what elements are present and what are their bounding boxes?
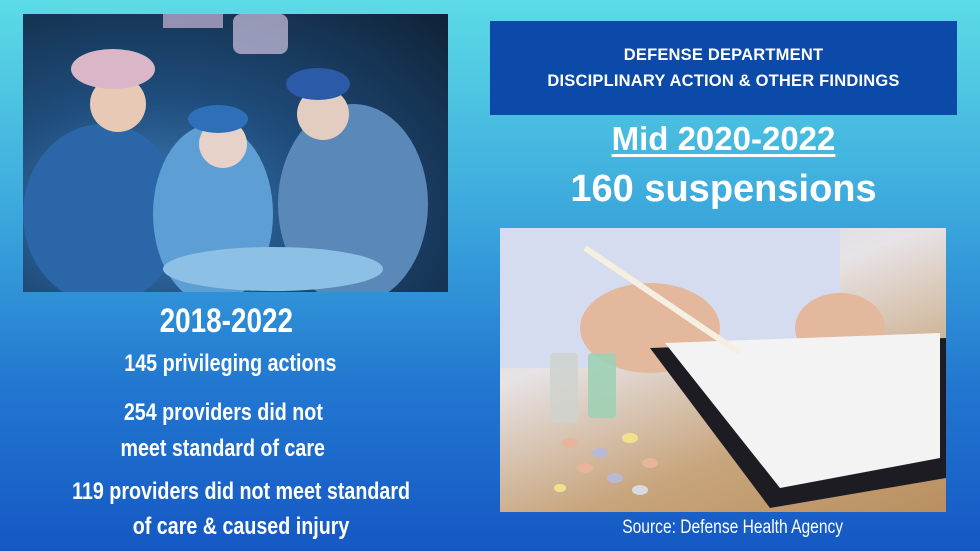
stat-standard-of-care-line1: 254 providers did not <box>123 399 323 426</box>
suspensions-headline: 160 suspensions <box>570 168 877 210</box>
stat-caused-injury-line2: of care & caused injury <box>132 513 350 540</box>
right-period-heading: Mid 2020-2022 <box>611 120 836 157</box>
prescription-photo-illustration <box>500 228 946 508</box>
left-period-text: 2018-2022 <box>159 302 293 340</box>
stat-caused-injury: 119 providers did not meet standard of c… <box>0 474 482 544</box>
stat-standard-of-care: 254 providers did not meet standard of c… <box>0 395 446 467</box>
title-banner: DEFENSE DEPARTMENT DISCIPLINARY ACTION &… <box>490 21 957 115</box>
stat-standard-of-care-line2: meet standard of care <box>120 435 326 462</box>
surgery-photo-illustration <box>23 14 428 292</box>
source-credit: Source: Defense Health Agency <box>500 517 966 539</box>
stat-caused-injury-line1: 119 providers did not meet standard <box>72 478 410 505</box>
stat-privileging-actions-text: 145 privileging actions <box>123 350 337 377</box>
banner-line-2: DISCIPLINARY ACTION & OTHER FINDINGS <box>547 72 900 90</box>
banner-line-1: DEFENSE DEPARTMENT <box>623 46 824 64</box>
prescription-photo <box>500 228 946 512</box>
source-credit-text: Source: Defense Health Agency <box>622 517 844 538</box>
left-period-heading: 2018-2022 <box>0 302 452 341</box>
stat-privileging-actions: 145 privileging actions <box>0 350 460 378</box>
surgery-team-photo <box>23 14 448 292</box>
